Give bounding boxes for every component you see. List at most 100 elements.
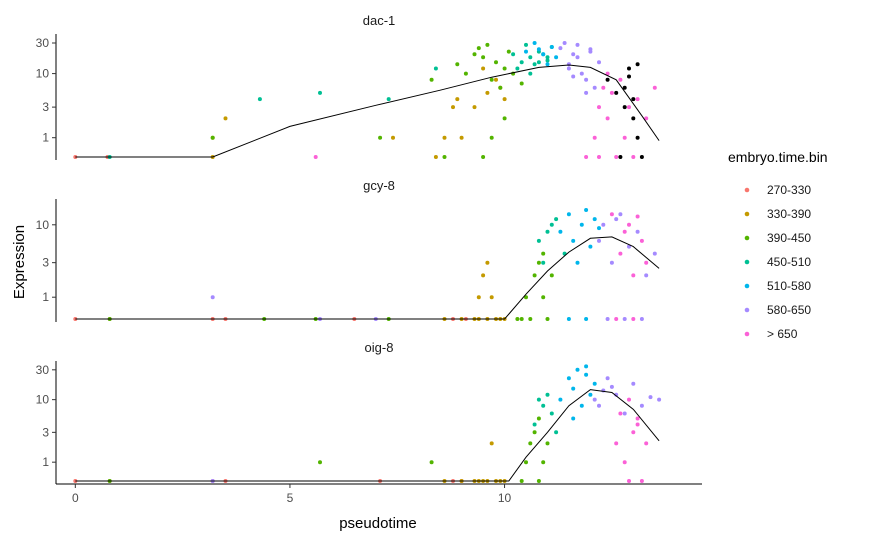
data-point — [584, 364, 589, 369]
data-point — [481, 66, 486, 71]
x-tick-label: 10 — [498, 491, 512, 505]
data-point — [554, 430, 559, 435]
y-tick-label: 1 — [42, 455, 49, 469]
data-point — [489, 295, 494, 300]
legend-item: 510-580 — [744, 279, 811, 293]
data-point — [644, 260, 649, 265]
data-point — [631, 155, 636, 159]
legend-title: embryo.time.bin — [728, 149, 828, 165]
data-point — [609, 212, 614, 217]
legend-label: 580-650 — [767, 303, 811, 317]
legend-label: 330-390 — [767, 207, 811, 221]
data-point — [519, 81, 524, 86]
data-point — [536, 260, 541, 265]
data-point — [472, 52, 477, 57]
data-point — [584, 90, 589, 95]
data-point — [541, 403, 546, 408]
data-point — [378, 135, 383, 140]
data-point — [545, 441, 550, 446]
data-point — [579, 71, 584, 76]
data-point — [519, 317, 524, 321]
legend-label: 390-450 — [767, 231, 811, 245]
data-point — [639, 155, 644, 159]
data-point — [545, 58, 550, 63]
data-point — [597, 226, 601, 231]
data-point — [463, 71, 468, 76]
data-point — [515, 317, 520, 321]
data-point — [609, 384, 614, 389]
data-point — [429, 460, 434, 465]
data-point — [571, 238, 576, 243]
data-point — [558, 397, 563, 402]
data-point — [536, 416, 541, 421]
data-point — [644, 441, 649, 446]
x-tick-label: 0 — [72, 491, 79, 505]
data-point — [614, 90, 619, 95]
data-point — [210, 295, 215, 300]
data-point — [609, 90, 614, 95]
x-axis-title: pseudotime — [339, 515, 417, 532]
data-point — [489, 441, 494, 446]
data-point — [532, 422, 537, 427]
data-point — [614, 441, 619, 446]
data-point — [575, 260, 580, 265]
y-tick-label: 1 — [42, 290, 49, 304]
data-point — [554, 55, 559, 60]
data-point — [652, 251, 657, 256]
data-point — [519, 479, 524, 483]
data-point — [631, 430, 636, 435]
data-point — [566, 317, 571, 321]
data-point — [575, 55, 580, 60]
data-point — [575, 367, 580, 372]
data-point — [481, 55, 486, 60]
data-point — [549, 411, 554, 416]
data-point — [639, 403, 644, 408]
data-point — [524, 295, 528, 300]
data-point — [318, 90, 322, 95]
data-point — [536, 47, 541, 52]
trend-line — [75, 389, 660, 482]
data-point — [459, 135, 464, 140]
data-point — [536, 479, 541, 483]
data-point — [597, 403, 601, 408]
legend-key — [744, 211, 750, 217]
data-point — [631, 116, 636, 121]
data-point — [391, 135, 395, 140]
data-point — [597, 105, 601, 110]
data-point — [549, 45, 554, 49]
data-point — [627, 105, 631, 110]
data-point — [631, 381, 636, 386]
data-point — [622, 85, 627, 90]
data-point — [627, 66, 631, 71]
legend-key — [744, 331, 750, 337]
data-point — [528, 441, 533, 446]
data-point — [639, 238, 644, 243]
data-point — [584, 77, 589, 82]
data-point — [622, 460, 627, 465]
data-point — [494, 60, 498, 65]
data-point — [631, 317, 636, 321]
data-point — [524, 49, 528, 54]
data-point — [639, 479, 644, 483]
data-point — [455, 62, 460, 67]
data-point — [635, 229, 640, 234]
data-point — [485, 260, 490, 265]
data-point — [597, 238, 601, 243]
data-point — [541, 260, 546, 265]
data-point — [536, 397, 541, 402]
legend-item: 450-510 — [744, 255, 811, 269]
data-point — [588, 49, 593, 54]
data-point — [476, 46, 481, 51]
data-point — [433, 66, 438, 71]
data-point — [635, 62, 640, 67]
data-point — [549, 273, 554, 278]
data-point — [579, 222, 584, 227]
data-point — [592, 85, 597, 90]
legend-key — [744, 283, 750, 289]
data-point — [455, 97, 460, 102]
legend-label: 270-330 — [767, 183, 811, 197]
data-point — [532, 430, 537, 435]
data-point — [545, 229, 550, 234]
